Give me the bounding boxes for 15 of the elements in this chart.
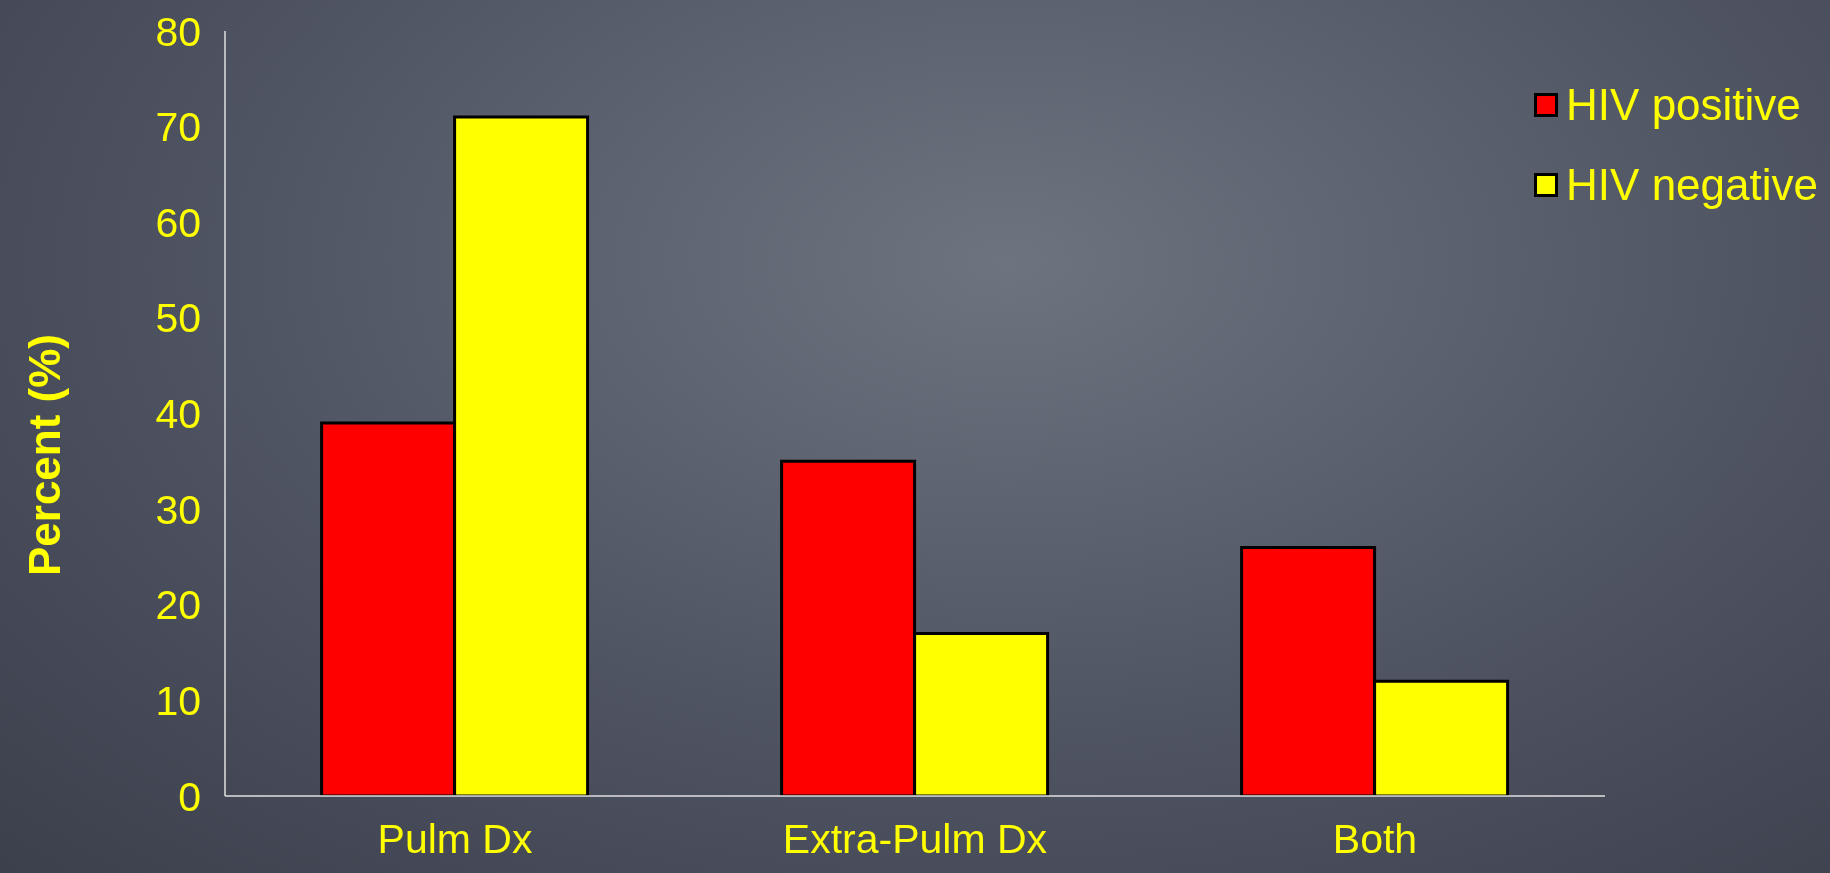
- legend-label: HIV negative: [1566, 160, 1818, 210]
- x-tick-label: Both: [1332, 816, 1418, 863]
- x-tick-label: Pulm Dx: [377, 816, 533, 863]
- y-tick-label: 50: [155, 295, 201, 342]
- y-tick-label: 80: [155, 8, 201, 55]
- y-tick-label: 70: [155, 104, 201, 151]
- y-tick-label: 40: [155, 391, 201, 438]
- y-tick-label: 30: [155, 486, 201, 533]
- y-tick-label: 0: [178, 773, 201, 820]
- y-tick-label: 10: [155, 677, 201, 724]
- y-axis-title: Percent (%): [20, 333, 70, 577]
- x-tick-label: Extra-Pulm Dx: [782, 816, 1048, 863]
- legend-label: HIV positive: [1566, 80, 1801, 130]
- y-tick-label: 20: [155, 582, 201, 629]
- y-tick-label: 60: [155, 199, 201, 246]
